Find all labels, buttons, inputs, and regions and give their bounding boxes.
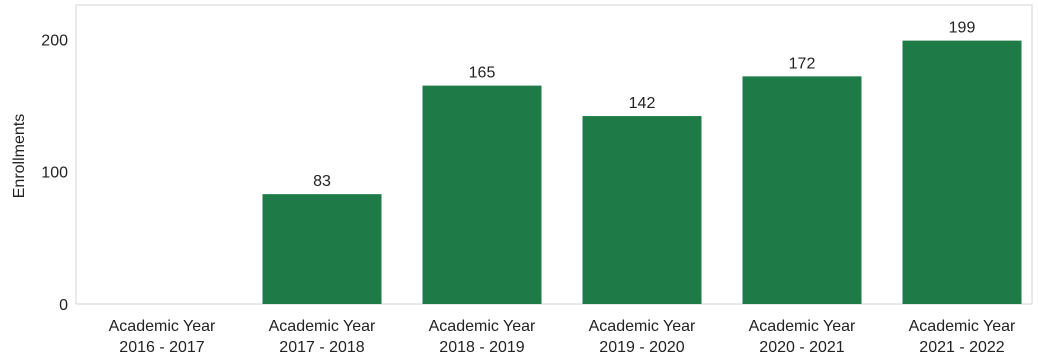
y-tick-label: 200: [41, 32, 68, 49]
bar-value-label: 83: [313, 173, 331, 190]
bar: [902, 40, 1022, 304]
bar-value-label: 165: [469, 65, 496, 82]
y-tick-label: 0: [59, 297, 68, 314]
x-tick-label: Academic Year 2018 - 2019: [429, 318, 536, 356]
bar: [742, 76, 862, 304]
bar: [582, 116, 702, 304]
bar-value-label: 172: [789, 55, 816, 72]
x-axis: Academic Year 2016 - 2017 Academic Year 201…: [109, 318, 1016, 356]
bar: [422, 85, 542, 304]
x-tick-label: Academic Year 2020 - 2021: [749, 318, 856, 356]
y-axis-label: Enrollments: [11, 114, 28, 198]
x-tick-label: Academic Year 2017 - 2018: [269, 318, 376, 356]
bar-series: [262, 40, 1022, 304]
data-labels: 83 165 142 172 199: [313, 20, 975, 191]
x-tick-label: Academic Year 2016 - 2017: [109, 318, 216, 356]
bar-value-label: 142: [629, 95, 656, 112]
y-axis: Enrollments 0 100 200: [11, 32, 68, 314]
bar-value-label: 199: [949, 20, 976, 37]
y-tick-label: 100: [41, 165, 68, 182]
x-tick-label: Academic Year 2021 - 2022: [909, 318, 1016, 356]
plot-area-border: [75, 4, 1033, 305]
bar: [262, 194, 382, 304]
plot-frame: [75, 4, 1033, 305]
x-tick-label: Academic Year 2019 - 2020: [589, 318, 696, 356]
